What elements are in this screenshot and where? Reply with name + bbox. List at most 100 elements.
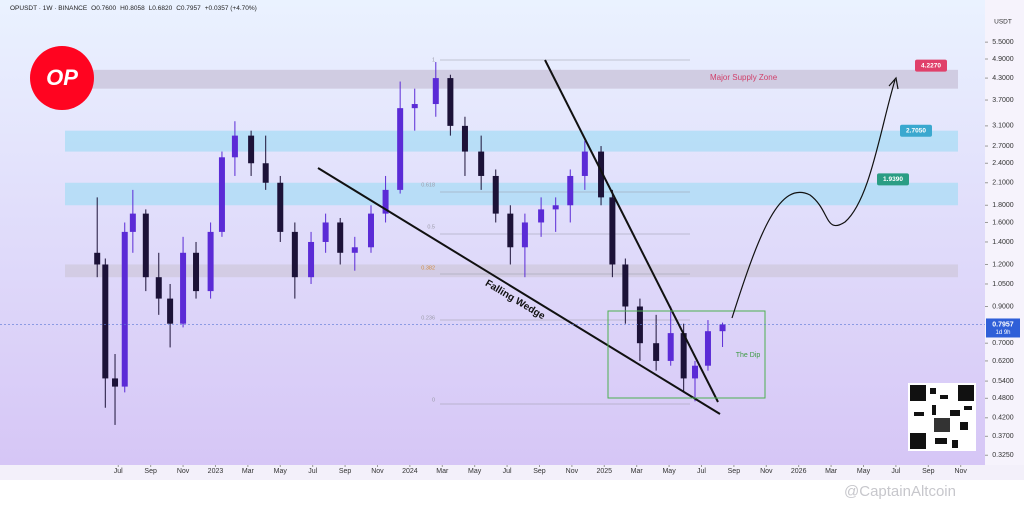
qr-code — [908, 383, 976, 451]
candle-body — [432, 78, 439, 105]
x-tick-label: Mar — [631, 468, 644, 475]
candle-body — [207, 231, 214, 292]
y-tick-label: 1.4000 — [992, 239, 1014, 246]
candle-body — [308, 241, 315, 278]
x-tick-label: 2023 — [208, 468, 224, 475]
candle-body — [193, 252, 200, 292]
target-label: 4.2270 — [921, 62, 941, 69]
x-tick-label: Jul — [114, 468, 123, 475]
x-tick-label: Sep — [728, 468, 741, 475]
candle-body — [598, 151, 605, 198]
y-tick-label: 0.4800 — [992, 395, 1014, 402]
candle-body — [322, 222, 329, 242]
target-box — [915, 59, 947, 72]
x-tick-label: Mar — [825, 468, 838, 475]
target-label: 2.7050 — [906, 128, 926, 135]
header-item: +0.0357 (+4.70%) — [205, 5, 257, 12]
candle-body — [291, 231, 298, 278]
candle-body — [680, 333, 687, 379]
projection-path — [731, 79, 896, 319]
candle-body — [667, 333, 674, 361]
candle-body — [461, 125, 468, 152]
target-label: 1.9390 — [883, 176, 903, 183]
projection-arrow — [888, 76, 899, 90]
target-box — [900, 124, 932, 137]
candle-body — [121, 231, 128, 387]
y-tick-label: 0.6200 — [992, 358, 1014, 365]
x-tick-label: May — [274, 468, 288, 475]
y-tick-label: 0.3250 — [992, 452, 1014, 459]
x-tick-label: 2026 — [791, 468, 807, 475]
candle-body — [447, 78, 454, 126]
x-tick-label: Nov — [566, 468, 579, 475]
y-tick-label: 0.9000 — [992, 303, 1014, 310]
y-tick-label: 1.2000 — [992, 261, 1014, 268]
candle-body — [382, 189, 389, 214]
x-tick-label: Sep — [144, 468, 157, 475]
zone — [65, 69, 958, 89]
x-tick-label: Jul — [697, 468, 706, 475]
zone — [65, 182, 958, 206]
candle-body — [129, 213, 136, 232]
x-tick-label: Nov — [371, 468, 384, 475]
zone-label: Major Supply Zone — [710, 73, 778, 82]
wedge-upper-line — [544, 59, 719, 403]
x-tick-label: Sep — [922, 468, 935, 475]
x-tick-label: May — [857, 468, 871, 475]
candle-body — [262, 163, 269, 183]
header-item: O0.7600 — [91, 5, 116, 12]
x-tick-label: Jul — [891, 468, 900, 475]
y-tick-label: 2.7000 — [992, 143, 1014, 150]
wedge-lower-line — [317, 167, 721, 415]
header-item: L0.6820 — [149, 5, 173, 12]
candle-body — [102, 264, 109, 379]
y-tick-label: 1.0500 — [992, 281, 1014, 288]
x-tick-label: 2025 — [596, 468, 612, 475]
candle-body — [492, 175, 499, 214]
candle-body — [94, 252, 101, 265]
candle-body — [231, 135, 238, 158]
candle-body — [622, 264, 629, 307]
fib-label: 0.5 — [427, 224, 435, 230]
y-tick-label: 1.8000 — [992, 202, 1014, 209]
candle-body — [167, 298, 174, 324]
dip-box — [607, 310, 766, 399]
candle-body — [180, 252, 187, 324]
y-tick-label: 0.5400 — [992, 378, 1014, 385]
candle-body — [277, 182, 284, 232]
candle-body — [609, 197, 616, 265]
candle-body — [337, 222, 344, 253]
candle-body — [367, 213, 374, 248]
candle-body — [507, 213, 514, 248]
candle-body — [142, 213, 149, 278]
time-axis-background — [0, 465, 1024, 480]
fib-label: 0 — [432, 397, 435, 403]
fib-label: 0.618 — [421, 182, 435, 188]
y-tick-label: 1.6000 — [992, 219, 1014, 226]
zone — [65, 130, 958, 152]
countdown-label: 1d 9h — [995, 330, 1010, 336]
candle-body — [692, 365, 699, 379]
candle-body — [538, 209, 545, 223]
x-tick-label: Mar — [436, 468, 449, 475]
fib-label: 1 — [432, 57, 435, 63]
x-tick-label: Jul — [503, 468, 512, 475]
y-tick-label: 4.9000 — [992, 56, 1014, 63]
candle-body — [248, 135, 255, 164]
fib-label: 0.382 — [421, 265, 435, 271]
candle-body — [636, 306, 643, 344]
header-item: H0.8058 — [120, 5, 145, 12]
x-tick-label: Nov — [954, 468, 967, 475]
fib-label: 0.236 — [421, 315, 435, 321]
x-tick-label: 2024 — [402, 468, 418, 475]
candle-body — [155, 277, 162, 299]
candle-body — [397, 108, 404, 190]
header-item: OPUSDT · 1W · BINANCE — [10, 5, 88, 12]
candle-body — [112, 378, 119, 387]
y-tick-label: 0.3700 — [992, 433, 1014, 440]
price-axis-background — [985, 0, 1024, 465]
header-item: C0.7957 — [176, 5, 201, 12]
candle-body — [567, 175, 574, 206]
y-tick-label: 5.5000 — [992, 39, 1014, 46]
zone — [65, 264, 958, 278]
